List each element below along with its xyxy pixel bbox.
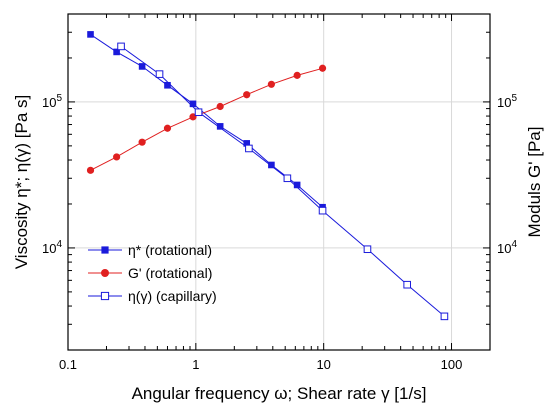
y-tick-label-right: 105 (497, 93, 517, 110)
data-point-2 (403, 280, 411, 289)
data-point-1 (293, 71, 301, 79)
y-tick-label-right: 104 (497, 239, 517, 256)
data-point-0 (138, 63, 146, 70)
legend: η* (rotational) G' (rotational) η(γ) (capi… (88, 242, 217, 304)
y-axis-title-right: Moduls G' [Pa] (525, 127, 544, 238)
series-layer (86, 31, 449, 321)
legend-label-2: η(γ) (capillary) (128, 288, 217, 304)
data-point-2 (363, 245, 372, 254)
data-point-2 (117, 42, 125, 51)
plot-frame (67, 13, 491, 351)
x-tick-label: 0.1 (59, 357, 77, 372)
data-point-1 (318, 64, 327, 72)
data-point-2 (440, 312, 449, 321)
data-point-0 (87, 31, 94, 38)
data-point-2 (283, 174, 292, 183)
data-point-1 (163, 124, 172, 132)
data-point-0 (164, 81, 171, 89)
x-axis-title: Angular frequency ω; Shear rate γ [1/s] (132, 384, 427, 403)
legend-label-1: G' (rotational) (128, 265, 212, 281)
data-point-1 (113, 153, 121, 161)
data-point-1 (216, 102, 224, 111)
data-point-0 (189, 100, 197, 108)
data-point-0 (268, 161, 275, 169)
y-tick-label-left: 105 (42, 93, 62, 110)
series-line-1 (90, 67, 323, 171)
x-tick-label: 1 (192, 357, 199, 372)
data-point-2 (245, 144, 253, 153)
y-axis-title-left: Viscosity η*; η(γ) [Pa s] (12, 95, 31, 269)
x-tick-label: 10 (316, 357, 330, 372)
x-tick-label: 100 (441, 357, 463, 372)
data-point-2 (318, 206, 327, 215)
data-point-0 (293, 181, 301, 189)
data-point-1 (86, 166, 95, 174)
tick-labels: 0.1 1 10 100 104 105 104 105 (42, 93, 518, 372)
data-point-0 (216, 123, 224, 130)
data-point-2 (155, 70, 164, 78)
data-point-1 (267, 80, 275, 88)
legend-marker-0 (101, 246, 109, 254)
data-point-0 (113, 48, 120, 56)
data-point-0 (243, 140, 251, 147)
legend-label-0: η* (rotational) (128, 242, 212, 258)
y-tick-label-left: 104 (42, 239, 62, 256)
data-point-1 (138, 138, 146, 146)
ticks (67, 13, 491, 351)
data-point-2 (194, 108, 203, 117)
legend-marker-1 (101, 269, 109, 277)
plot-background (68, 14, 490, 350)
data-point-1 (243, 91, 251, 99)
legend-marker-2 (100, 291, 110, 301)
